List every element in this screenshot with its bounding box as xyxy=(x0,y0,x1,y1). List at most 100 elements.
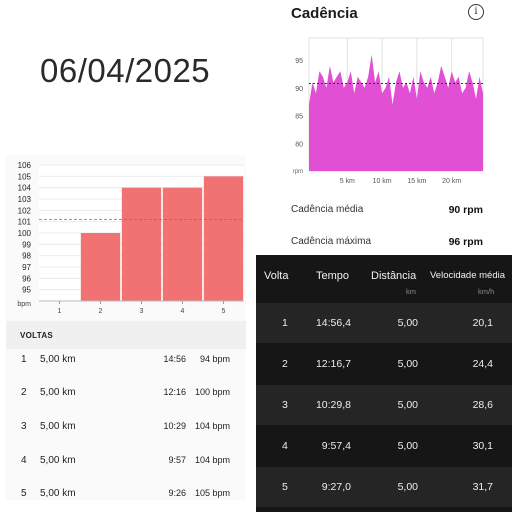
x-tick-label: 10 km xyxy=(373,178,392,185)
lap-time: 9:26 xyxy=(168,488,186,498)
lap-time: 14:56,4 xyxy=(315,317,351,329)
column-header-lap: Volta xyxy=(264,270,289,282)
y-tick-label: 98 xyxy=(22,252,31,261)
lap-number: 4 xyxy=(21,455,27,466)
y-tick-label: 103 xyxy=(18,195,32,204)
lap-speed: 24,4 xyxy=(472,358,493,370)
lap-distance: 5,00 xyxy=(397,358,418,370)
cadence-title: Cadência xyxy=(291,5,358,22)
bar xyxy=(203,176,244,301)
y-tick-label: 105 xyxy=(18,172,32,181)
y-tick-label: 80 xyxy=(295,141,303,148)
y-tick-label: 96 xyxy=(22,274,31,283)
lap-distance: 5,00 km xyxy=(40,354,76,365)
table-row[interactable]: 5 9:27,0 5,00 31,7 xyxy=(256,467,512,507)
list-item[interactable]: 2 5,00 km 12:16 100 bpm xyxy=(6,383,246,403)
cadence-max-row: Cadência máxima 96 rpm xyxy=(291,236,483,248)
bar xyxy=(162,187,203,301)
lap-distance: 5,00 km xyxy=(40,387,76,398)
lap-time: 12:16,7 xyxy=(315,358,351,370)
lap-distance: 5,00 xyxy=(397,399,418,411)
lap-speed: 31,7 xyxy=(472,481,493,493)
lap-number: 2 xyxy=(282,358,288,370)
lap-distance: 5,00 km xyxy=(40,421,76,432)
cadence-average-value: 90 rpm xyxy=(448,204,483,216)
cadence-card: Cadência i 5 km 10 km 15 km 20 km 95 90 85 80 rp… xyxy=(277,0,497,255)
lap-time: 9:57,4 xyxy=(321,440,351,452)
lap-heart-rate: 104 bpm xyxy=(194,455,230,465)
lap-time: 9:57 xyxy=(168,455,186,465)
y-unit-label: rpm xyxy=(293,169,303,175)
table-row[interactable]: 3 10:29,8 5,00 28,6 xyxy=(256,385,512,425)
list-item[interactable]: 3 5,00 km 10:29 104 bpm xyxy=(6,417,246,437)
lap-speed: 28,6 xyxy=(472,399,493,411)
laps-header: VOLTAS xyxy=(6,321,246,349)
lap-distance: 5,00 xyxy=(397,317,418,329)
laps-header-label: VOLTAS xyxy=(20,331,54,340)
y-tick-label: 85 xyxy=(295,114,303,121)
lap-heart-rate: 105 bpm xyxy=(194,488,230,498)
bar xyxy=(80,233,121,301)
cadence-average-row: Cadência média 90 rpm xyxy=(291,204,483,216)
lap-number: 1 xyxy=(282,317,288,329)
table-row[interactable]: 2 12:16,7 5,00 24,4 xyxy=(256,344,512,384)
lap-heart-rate: 94 bpm xyxy=(199,354,230,364)
distance-unit: km xyxy=(406,287,416,296)
y-tick-label: 90 xyxy=(295,86,303,93)
lap-number: 2 xyxy=(21,387,27,398)
cadence-area-series xyxy=(309,54,483,171)
lap-time: 14:56 xyxy=(163,354,186,364)
lap-speed: 20,1 xyxy=(472,317,493,329)
y-tick-label: 101 xyxy=(18,218,32,227)
lap-distance: 5,00 xyxy=(397,440,418,452)
lap-distance: 5,00 km xyxy=(40,455,76,466)
list-item[interactable]: 4 5,00 km 9:57 104 bpm xyxy=(6,451,246,471)
column-header-speed: Velocidade média xyxy=(430,270,505,281)
x-tick-label: 1 xyxy=(58,308,62,315)
table-row[interactable]: 1 14:56,4 5,00 20,1 xyxy=(256,303,512,343)
lap-distance: 5,00 xyxy=(397,481,418,493)
lap-number: 3 xyxy=(282,399,288,411)
lap-time: 12:16 xyxy=(163,387,186,397)
heart-rate-bar-chart: 106 105 104 103 102 101 100 99 98 97 96 95 bpm 1 2 3 4 5 xyxy=(17,161,244,315)
lap-time: 9:27,0 xyxy=(321,481,351,493)
laps-dark-table: Volta Tempo Distância km Velocidade médi… xyxy=(256,255,512,512)
cadence-max-label: Cadência máxima xyxy=(291,236,372,247)
y-tick-label: 106 xyxy=(18,161,32,170)
laps-light-card: 106 105 104 103 102 101 100 99 98 97 96 95 bpm 1 2 3 4 5 … xyxy=(6,155,246,500)
column-header-distance: Distância xyxy=(371,270,417,282)
cadence-max-value: 96 rpm xyxy=(448,236,483,248)
lap-number: 5 xyxy=(21,488,27,499)
table-row[interactable]: 4 9:57,4 5,00 30,1 xyxy=(256,426,512,466)
x-tick-label: 4 xyxy=(181,308,185,315)
cadence-average-label: Cadência média xyxy=(291,204,364,215)
lap-time: 10:29,8 xyxy=(315,399,351,411)
column-header-time: Tempo xyxy=(316,270,350,282)
cadence-chart: 5 km 10 km 15 km 20 km 95 90 85 80 rpm xyxy=(293,37,484,185)
x-tick-label: 15 km xyxy=(407,178,426,185)
lap-number: 4 xyxy=(282,440,288,452)
bar xyxy=(121,187,162,301)
lap-distance: 5,00 km xyxy=(40,488,76,499)
x-tick-label: 20 km xyxy=(442,178,461,185)
lap-heart-rate: 100 bpm xyxy=(194,387,230,397)
y-tick-label: 95 xyxy=(22,286,31,295)
lap-number: 1 xyxy=(21,354,27,365)
lap-heart-rate: 104 bpm xyxy=(194,421,230,431)
y-tick-label: 95 xyxy=(295,58,303,65)
info-icon[interactable]: i xyxy=(468,4,484,20)
x-tick-label: 5 km xyxy=(340,178,355,185)
list-item[interactable]: 1 5,00 km 14:56 94 bpm xyxy=(6,350,246,370)
x-tick-label: 5 xyxy=(222,308,226,315)
y-tick-label: 100 xyxy=(18,229,32,238)
y-unit-label: bpm xyxy=(17,301,31,308)
lap-time: 10:29 xyxy=(163,421,186,431)
date-title: 06/04/2025 xyxy=(40,52,211,89)
x-tick-label: 2 xyxy=(99,308,103,315)
lap-number: 5 xyxy=(282,481,288,493)
y-tick-label: 97 xyxy=(22,263,31,272)
x-tick-label: 3 xyxy=(140,308,144,315)
list-item[interactable]: 5 5,00 km 9:26 105 bpm xyxy=(6,484,246,504)
y-tick-label: 104 xyxy=(18,184,32,193)
y-tick-label: 99 xyxy=(22,240,31,249)
